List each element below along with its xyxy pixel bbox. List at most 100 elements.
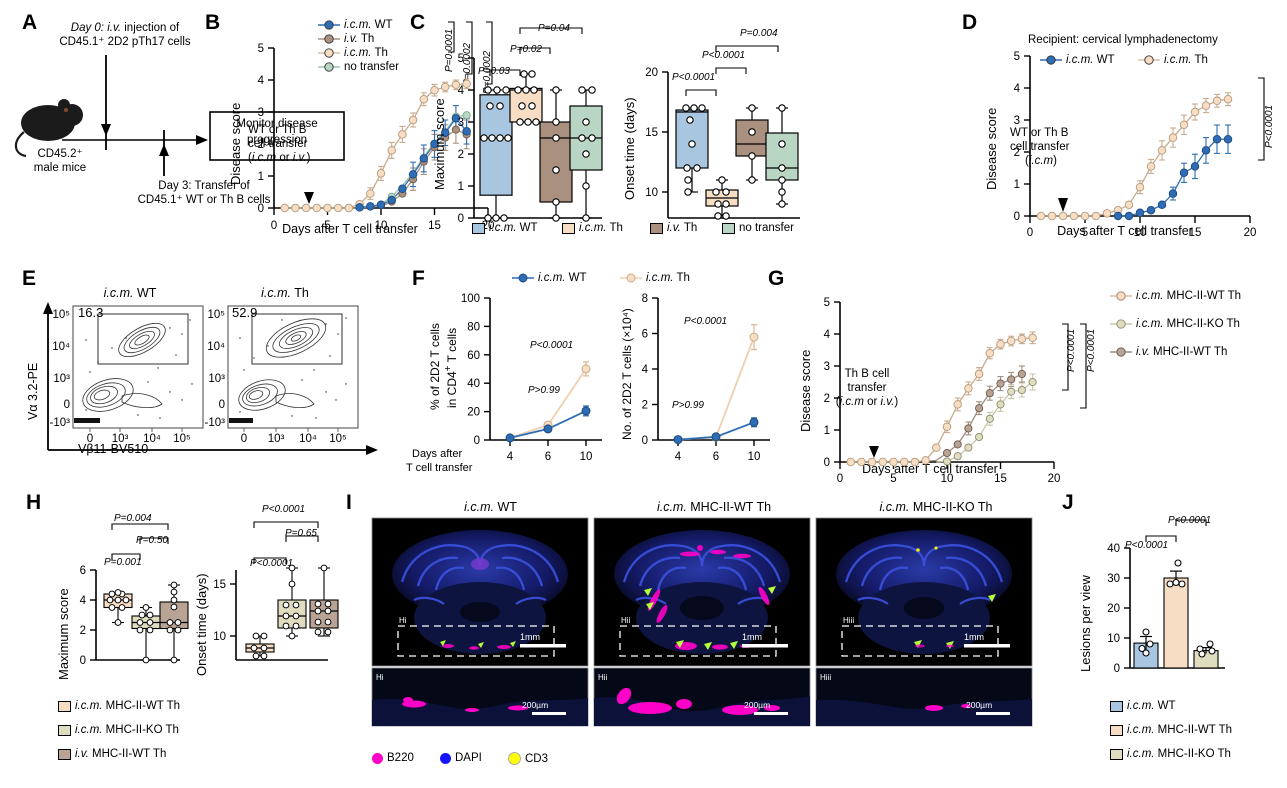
svg-text:5: 5: [258, 43, 264, 55]
svg-text:4: 4: [824, 329, 831, 341]
panel-g-legend-item-1[interactable]: i.c.m. MHC-II-KO Th: [1110, 318, 1240, 330]
panel-h-legend-item-0[interactable]: i.c.m. MHC-II-WT Th: [58, 700, 180, 712]
panel-c-legend-item-3[interactable]: no transfer: [722, 222, 794, 234]
svg-text:4: 4: [642, 364, 649, 376]
panel-f-legend-item-1[interactable]: i.c.m. Th: [620, 272, 690, 284]
svg-text:2: 2: [80, 625, 86, 637]
svg-text:15: 15: [213, 579, 226, 591]
svg-text:10⁴: 10⁴: [52, 341, 70, 353]
svg-text:4: 4: [675, 451, 682, 463]
panel-i-micrographs: Hi 1mm Hi 200µm: [371, 517, 1033, 727]
swatch-icon: [1110, 748, 1123, 760]
legend-label: i.c.m. Th: [646, 272, 690, 284]
svg-text:0: 0: [824, 457, 830, 469]
legend-label: i.c.m. Th: [1164, 54, 1208, 66]
panel-d-legend-item-1[interactable]: i.c.m. Th: [1138, 54, 1208, 66]
panel-h-right-p0: P<0.0001: [250, 558, 294, 569]
panel-c-legend-item-2[interactable]: i.v. Th: [650, 222, 697, 234]
panel-g-legend-item-0[interactable]: i.c.m. MHC-II-WT Th: [1110, 290, 1241, 302]
legend-marker-icon: [318, 62, 340, 72]
swatch-icon: [472, 222, 485, 234]
panel-j-legend-item-0[interactable]: i.c.m. WT: [1110, 700, 1176, 712]
box-no-transfer: [569, 86, 603, 222]
swatch-icon: [58, 700, 71, 712]
svg-text:10: 10: [213, 631, 226, 643]
svg-text:10⁵: 10⁵: [173, 433, 191, 445]
panel-j-legend-item-2[interactable]: i.c.m. MHC-II-KO Th: [1110, 748, 1231, 760]
panel-b-legend-item-2[interactable]: i.c.m. Th: [318, 47, 388, 59]
legend-label: i.c.m. MHC-II-WT Th: [1127, 724, 1232, 736]
panel-b-legend-item-1[interactable]: i.v. Th: [318, 33, 374, 45]
legend-label: i.c.m. MHC-II-KO Th: [75, 724, 179, 736]
legend-label: i.c.m. WT: [489, 222, 538, 234]
box-icm-th: [509, 70, 543, 126]
panel-h-legend-item-2[interactable]: i.v. MHC-II-WT Th: [58, 748, 166, 760]
svg-text:10: 10: [645, 187, 658, 199]
svg-text:20: 20: [1107, 603, 1120, 615]
panel-f-legend-item-0[interactable]: i.c.m. WT: [512, 272, 587, 284]
panel-i-legend-item-0: B220: [372, 752, 414, 764]
panel-e-gate-value-0: 16.3: [78, 305, 104, 320]
legend-marker-icon: [1110, 347, 1132, 357]
bar-icm-mhc2wt: [1163, 577, 1189, 669]
panel-letter-b: B: [205, 11, 221, 34]
svg-text:2: 2: [824, 393, 830, 405]
panel-h-right-p2: P<0.0001: [262, 504, 306, 515]
panel-h-left-p0: P=0.001: [104, 557, 142, 568]
panel-b-legend-item-0[interactable]: i.c.m. WT: [318, 19, 393, 31]
box-onset-iv-th: [735, 104, 769, 184]
svg-text:15: 15: [994, 473, 1007, 485]
panel-letter-c: C: [410, 11, 426, 34]
panel-c-legend-item-0[interactable]: i.c.m. WT: [472, 222, 538, 234]
svg-text:1mm: 1mm: [964, 632, 984, 642]
svg-text:10⁴: 10⁴: [299, 433, 317, 445]
panel-e-plot0-title: i.c.m. WT: [103, 286, 157, 300]
svg-text:5: 5: [890, 473, 896, 485]
legend-label: i.c.m. WT: [538, 272, 587, 284]
legend-label: CD3: [525, 752, 549, 765]
box-h-mhc2wt: [103, 589, 133, 626]
svg-text:5: 5: [458, 53, 464, 65]
box-h-iv-mhc2wt: [159, 581, 189, 664]
svg-text:10: 10: [375, 220, 388, 232]
svg-text:8: 8: [642, 293, 648, 305]
panel-h-legend-item-1[interactable]: i.c.m. MHC-II-KO Th: [58, 724, 179, 736]
panel-e-plot1-title: i.c.m. Th: [261, 286, 309, 300]
panel-d-legend-item-0[interactable]: i.c.m. WT: [1040, 54, 1115, 66]
svg-text:Hiii: Hiii: [843, 616, 854, 625]
panel-h-right-p1: P=0.65: [285, 528, 317, 539]
panel-e-gate-value-1: 52.9: [232, 305, 258, 320]
svg-text:30: 30: [1107, 573, 1120, 585]
swatch-icon: [1110, 700, 1123, 712]
micrograph-col2: Hiii 1mm Hiii 200µm: [815, 517, 1033, 727]
legend-marker-icon: [620, 273, 642, 283]
panel-d-title: Recipient: cervical lymphadenectomy: [1028, 34, 1218, 46]
svg-text:0: 0: [258, 203, 264, 215]
panel-i-col2-title: i.c.m. MHC-II-KO Th: [879, 500, 993, 514]
panel-c-legend-item-1[interactable]: i.c.m. Th: [562, 222, 623, 234]
legend-label: i.v. Th: [344, 33, 375, 45]
panel-g-legend-item-2[interactable]: i.v. MHC-II-WT Th: [1110, 346, 1227, 358]
legend-label: i.c.m. MHC-II-KO Th: [1127, 748, 1231, 760]
svg-text:10³: 10³: [112, 433, 129, 445]
panel-b-plot: 0 1 2 3 4 5 0 5 10 15 20: [258, 43, 495, 232]
panel-j-legend-item-1[interactable]: i.c.m. MHC-II-WT Th: [1110, 724, 1232, 736]
svg-text:6: 6: [80, 565, 86, 577]
panel-b-legend-item-3[interactable]: no transfer: [318, 61, 399, 73]
svg-text:6: 6: [545, 451, 551, 463]
panel-f-left-ylabel-1: % of 2D2 T cells: [428, 323, 442, 410]
svg-text:10⁵: 10⁵: [52, 309, 70, 321]
panel-h-left-p1: P=0.50: [136, 535, 168, 546]
svg-text:200µm: 200µm: [744, 700, 770, 710]
legend-marker-icon: [318, 20, 340, 30]
swatch-icon: [562, 222, 575, 234]
panel-b-annot-line2: cell transfer: [248, 138, 308, 150]
box-onset-icm-wt: [675, 104, 709, 196]
svg-text:5: 5: [824, 297, 830, 309]
panel-j-plot: 0 10 20 30 40: [1107, 519, 1225, 675]
panel-a-day0-line2: CD45.1⁺ 2D2 pTh17 cells: [59, 36, 191, 48]
svg-text:2: 2: [642, 400, 648, 412]
legend-marker-icon: [1110, 319, 1132, 329]
svg-text:-10³: -10³: [50, 417, 71, 429]
